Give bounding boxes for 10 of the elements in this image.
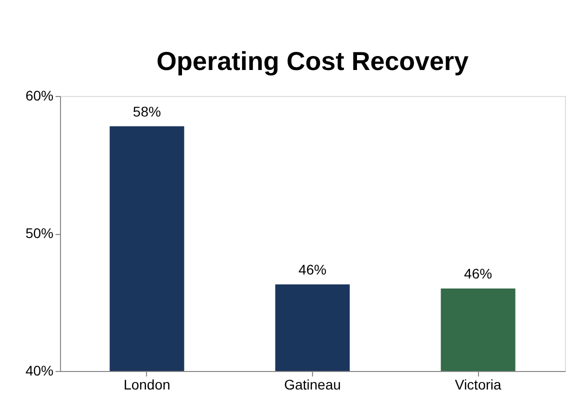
- x-tick-label: Victoria: [454, 376, 502, 392]
- data-label: 58%: [132, 103, 161, 120]
- y-tick-label: 60%: [25, 88, 54, 104]
- y-tick-label: 50%: [25, 225, 54, 241]
- x-tick-label: London: [124, 376, 170, 392]
- x-tick-label: Gatineau: [284, 376, 341, 392]
- chart-title: Operating Cost Recovery: [156, 46, 470, 76]
- data-label: 46%: [298, 261, 327, 278]
- y-tick-label: 40%: [25, 362, 54, 378]
- data-label: 46%: [464, 266, 492, 282]
